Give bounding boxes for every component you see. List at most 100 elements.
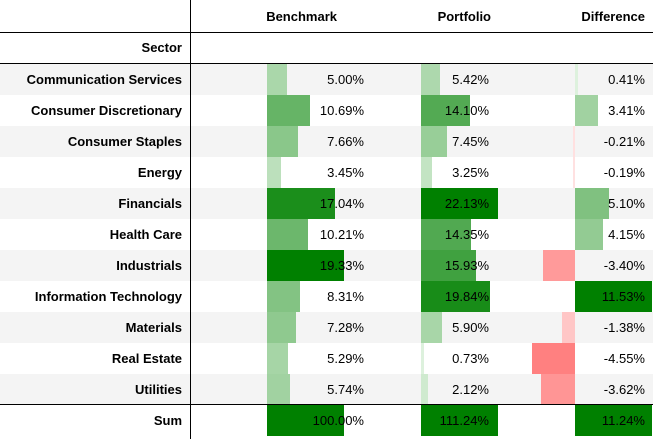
value-text: 5.74%: [327, 382, 364, 397]
value-difference: -3.40%: [543, 250, 653, 281]
value-text: 2.12%: [452, 382, 489, 397]
value-portfolio: 5.42%: [387, 64, 497, 95]
value-benchmark: 19.33%: [262, 250, 372, 281]
bar-benchmark: [267, 126, 298, 157]
row-label-text: Utilities: [135, 382, 182, 397]
value-text: 5.10%: [608, 196, 645, 211]
value-portfolio: 14.10%: [387, 95, 497, 126]
bar-portfolio: [421, 188, 498, 219]
column-header-label: Benchmark: [266, 8, 337, 24]
value-text: -3.40%: [603, 258, 645, 273]
bar-difference: [573, 126, 575, 157]
value-portfolio: 7.45%: [387, 126, 497, 157]
table-row: Industrials 19.33% 15.93% -3.40%: [0, 250, 653, 281]
value-difference: -0.21%: [543, 126, 653, 157]
row-label: Information Technology: [0, 281, 190, 312]
value-portfolio: 5.90%: [387, 312, 497, 343]
value-text: 7.45%: [452, 134, 489, 149]
value-text: 5.00%: [327, 72, 364, 87]
value-text: 0.41%: [608, 72, 645, 87]
value-text: 3.41%: [608, 103, 645, 118]
bar-portfolio: [421, 405, 498, 436]
row-label-text: Consumer Discretionary: [31, 103, 182, 118]
value-benchmark: 8.31%: [262, 281, 372, 312]
value-text: -4.55%: [603, 351, 645, 366]
value-text: 10.21%: [319, 227, 364, 242]
column-header-difference: Difference: [525, 0, 645, 32]
row-label-text: Industrials: [116, 258, 182, 273]
bar-benchmark: [267, 343, 289, 374]
value-difference: 0.41%: [543, 64, 653, 95]
value-portfolio: 22.13%: [387, 188, 497, 219]
row-label: Materials: [0, 312, 190, 343]
row-label-text: Consumer Staples: [67, 134, 182, 149]
row-label: Real Estate: [0, 343, 190, 374]
header-rule: [0, 32, 653, 33]
table-row: Communication Services 5.00% 5.42% 0.41%: [0, 64, 653, 95]
table-row: Utilities 5.74% 2.12% -3.62%: [0, 374, 653, 405]
value-difference: 3.41%: [543, 95, 653, 126]
bar-difference: [575, 95, 598, 126]
value-text: -0.21%: [603, 134, 645, 149]
row-label-text: Financials: [118, 196, 182, 211]
table-row: Information Technology 8.31% 19.84% 11.53%: [0, 281, 653, 312]
table-row: Materials 7.28% 5.90% -1.38%: [0, 312, 653, 343]
value-text: 14.35%: [444, 227, 489, 242]
value-text: 4.15%: [608, 227, 645, 242]
bar-portfolio: [421, 157, 433, 188]
value-portfolio: 3.25%: [387, 157, 497, 188]
bar-difference: [543, 250, 575, 281]
bar-difference: [575, 64, 578, 95]
row-label: Utilities: [0, 374, 190, 405]
value-benchmark: 10.21%: [262, 219, 372, 250]
row-label: Communication Services: [0, 64, 190, 95]
bar-difference: [532, 343, 575, 374]
bar-benchmark: [267, 95, 310, 126]
value-difference: 4.15%: [543, 219, 653, 250]
value-text: 15.93%: [444, 258, 489, 273]
sum-rule: [0, 404, 653, 405]
bar-portfolio: [421, 64, 440, 95]
bar-benchmark: [267, 281, 301, 312]
row-label-text: Materials: [125, 320, 182, 335]
row-label: Sum: [0, 405, 190, 436]
row-label: Industrials: [0, 250, 190, 281]
column-header-label: Difference: [581, 8, 645, 24]
value-difference: 11.53%: [543, 281, 653, 312]
value-text: 3.45%: [327, 165, 364, 180]
row-label-text: Information Technology: [34, 289, 182, 304]
table-row: Consumer Discretionary 10.69% 14.10% 3.41%: [0, 95, 653, 126]
value-text: -3.62%: [603, 382, 645, 397]
value-benchmark: 10.69%: [262, 95, 372, 126]
value-text: 5.29%: [327, 351, 364, 366]
bar-portfolio: [421, 126, 447, 157]
value-portfolio: 15.93%: [387, 250, 497, 281]
bar-difference: [575, 219, 603, 250]
value-text: 22.13%: [444, 196, 489, 211]
bar-portfolio: [421, 343, 424, 374]
bar-difference: [575, 281, 652, 312]
sum-row: Sum 100.00% 111.24% 11.24%: [0, 405, 653, 436]
value-portfolio: 19.84%: [387, 281, 497, 312]
bar-benchmark: [267, 157, 281, 188]
value-benchmark: 5.00%: [262, 64, 372, 95]
table-row: Consumer Staples 7.66% 7.45% -0.21%: [0, 126, 653, 157]
row-label: Energy: [0, 157, 190, 188]
value-text: 14.10%: [444, 103, 489, 118]
bar-portfolio: [421, 281, 491, 312]
value-portfolio: 2.12%: [387, 374, 497, 405]
column-header-label: Portfolio: [437, 8, 491, 24]
value-difference: -3.62%: [543, 374, 653, 405]
index-name-row: Sector: [0, 32, 653, 63]
value-text: 7.66%: [327, 134, 364, 149]
value-text: -1.38%: [603, 320, 645, 335]
value-portfolio: 0.73%: [387, 343, 497, 374]
row-label-text: Sum: [153, 413, 182, 428]
bar-difference: [562, 312, 575, 343]
value-portfolio: 111.24%: [387, 405, 497, 436]
value-text: 100.00%: [312, 413, 364, 428]
row-label: Financials: [0, 188, 190, 219]
bar-portfolio: [421, 312, 442, 343]
bar-difference: [573, 157, 575, 188]
